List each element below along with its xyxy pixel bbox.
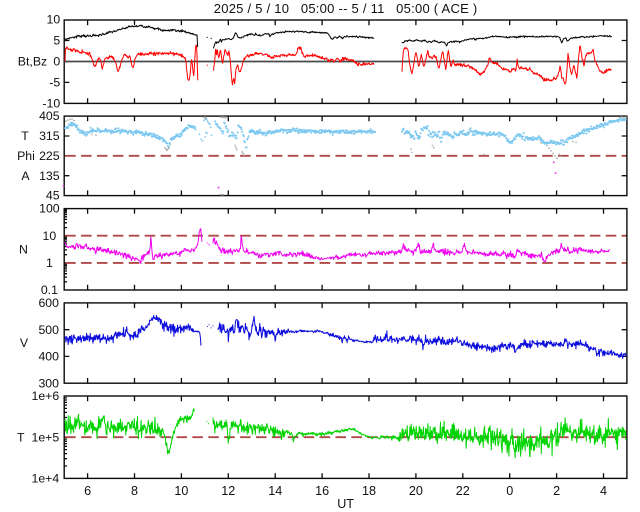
svg-text:5: 5 [53,34,60,48]
svg-text:10: 10 [174,484,188,498]
svg-text:1e+4: 1e+4 [31,472,59,486]
svg-text:18: 18 [362,484,376,498]
svg-text:N: N [19,242,28,256]
svg-text:16: 16 [315,484,329,498]
svg-text:Phi: Phi [17,149,35,163]
svg-text:4: 4 [600,484,607,498]
svg-text:500: 500 [38,323,59,337]
svg-text:600: 600 [38,296,59,310]
svg-text:22: 22 [456,484,470,498]
svg-text:45: 45 [46,189,60,203]
svg-text:2: 2 [553,484,560,498]
svg-text:225: 225 [39,149,60,163]
svg-text:6: 6 [84,484,91,498]
svg-text:14: 14 [268,484,282,498]
svg-text:T: T [21,129,29,143]
svg-text:A: A [21,169,30,183]
svg-text:1e+6: 1e+6 [31,389,59,403]
svg-text:10: 10 [47,13,61,27]
svg-text:0: 0 [53,55,60,69]
svg-text:1: 1 [46,256,53,270]
svg-text:-10: -10 [42,96,60,110]
svg-text:12: 12 [221,484,235,498]
svg-text:10: 10 [43,229,57,243]
svg-text:405: 405 [39,109,60,123]
svg-text:2025 / 5 / 10 05:00 -- 5 / 1: 2025 / 5 / 10 05:00 -- 5 / 11 05:00 ( AC… [214,1,478,16]
svg-text:0: 0 [506,484,513,498]
svg-text:0.1: 0.1 [41,283,58,297]
svg-text:300: 300 [38,376,59,390]
svg-text:135: 135 [39,169,60,183]
svg-text:100: 100 [39,202,60,216]
svg-text:8: 8 [131,484,138,498]
svg-text:T: T [17,430,25,444]
svg-text:400: 400 [38,350,59,364]
svg-text:-5: -5 [49,76,60,90]
svg-text:20: 20 [409,484,423,498]
svg-text:Bt,Bz: Bt,Bz [18,55,47,69]
svg-text:V: V [20,336,29,350]
svg-text:UT: UT [337,497,354,511]
svg-text:1e+5: 1e+5 [31,430,59,444]
svg-text:315: 315 [39,129,60,143]
